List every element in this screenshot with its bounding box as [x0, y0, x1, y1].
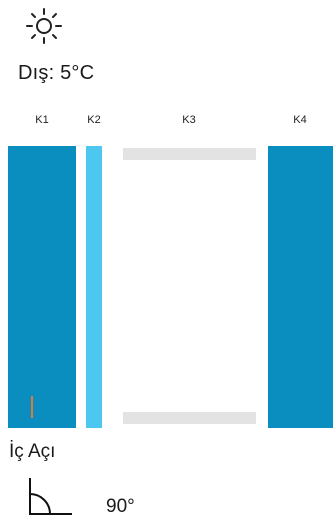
position-marker [31, 396, 33, 418]
layer-k4-pane[interactable] [268, 146, 333, 428]
layer-k2-pane[interactable] [86, 146, 102, 428]
layer-label-k3: K3 [182, 114, 196, 126]
layer-label-k1: K1 [35, 114, 49, 126]
layer-label-k2: K2 [87, 114, 101, 126]
layer-label-k4: K4 [293, 114, 307, 126]
outside-temperature: Dış: 5°C [18, 62, 95, 84]
layer-k3-spacer-top [123, 148, 256, 160]
layer-k3-spacer-bottom [123, 412, 256, 424]
layer-k1-pane[interactable] [8, 146, 76, 428]
inner-angle-label: İç Açı [9, 441, 56, 462]
sun-icon [24, 6, 64, 46]
inner-angle-value: 90° [106, 496, 135, 517]
angle-icon [26, 476, 74, 518]
